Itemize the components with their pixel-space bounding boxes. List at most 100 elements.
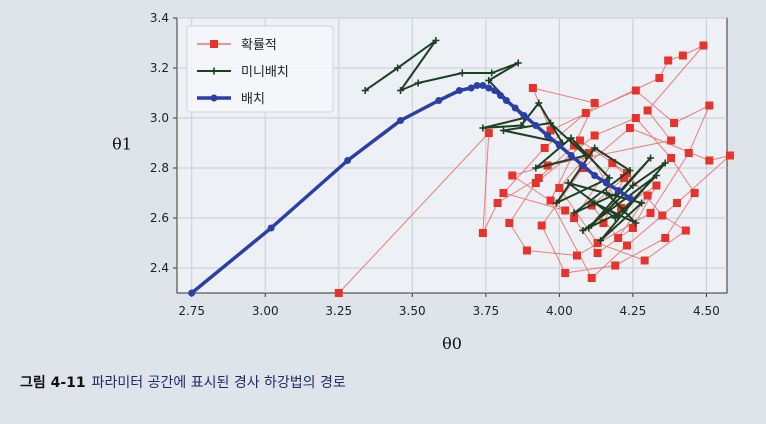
batch-point [555,142,563,149]
stochastic-point [690,189,699,197]
stochastic-point [508,171,517,180]
minibatch-point [479,124,487,132]
batch-point [455,87,463,94]
stochastic-point [590,131,599,140]
stochastic-point [673,199,681,207]
stochastic-point [658,211,667,220]
minibatch-point [488,69,496,77]
x-tick-label: 3.00 [252,304,279,318]
stochastic-point [593,239,602,247]
stochastic-series [334,41,734,297]
minibatch-point [602,189,610,197]
stochastic-point [523,246,531,255]
stochastic-point [493,199,502,207]
batch-point [511,104,519,112]
minibatch-point [579,227,587,234]
stochastic-point [611,261,620,270]
minibatch-point [614,212,622,219]
batch-point [579,162,587,169]
stochastic-point [631,114,640,122]
y-tick-label: 2.8 [150,161,169,175]
batch-point [591,172,599,179]
stochastic-point [664,56,673,65]
stochastic-point [705,101,714,110]
minibatch-point [552,199,560,207]
minibatch-point [458,69,466,77]
stochastic-point [646,209,655,217]
batch-point [614,187,622,194]
stochastic-point [546,126,555,135]
batch-point [567,152,575,159]
batch-point [520,112,528,119]
minibatch-point [514,59,522,67]
batch-point [467,84,475,92]
stochastic-point [531,179,540,187]
legend-label: 미니배치 [241,65,289,80]
stochastic-point [631,86,640,95]
x-tick-label: 4.50 [693,304,720,318]
stochastic-point [581,109,590,117]
stochastic-point [570,214,579,222]
batch-point [473,82,481,89]
minibatch-point [585,224,593,232]
batch-point [602,179,610,187]
batch-point [485,84,493,92]
batch-point [267,224,275,232]
minibatch-point [397,87,405,94]
stochastic-point [623,241,631,250]
minibatch-point [567,134,575,142]
minibatch-point [661,159,669,167]
stochastic-point [573,251,581,260]
y-axis-label: θ1 [112,135,132,154]
minibatch-point [570,209,578,217]
stochastic-point [705,156,714,165]
batch-point [397,117,405,124]
y-tick-label: 2.4 [150,261,169,275]
figure-caption-text: 파라미터 공간에 표시된 경사 하강법의 경로 [91,375,346,391]
stochastic-point [575,136,584,145]
legend-entry: 미니배치 [197,65,289,80]
stochastic-point [540,144,549,152]
minibatch-point [564,179,572,187]
batch-point [479,82,487,89]
minibatch-point [597,237,605,244]
batch-point [188,289,196,297]
batch-point [532,122,540,129]
x-tick-label: 3.25 [325,304,352,318]
minibatch-point [591,144,599,152]
minibatch-point [210,67,218,75]
minibatch-point [629,182,637,189]
batch-point [626,194,634,202]
stochastic-point [528,84,537,92]
minibatch-point [499,127,507,134]
legend-entry: 배치 [197,92,265,107]
figure-caption: 그림 4-11 파라미터 공간에 표시된 경사 하강법의 경로 [20,372,346,392]
stochastic-point [505,219,514,227]
stochastic-point [599,219,608,227]
stochastic-point [210,40,218,48]
minibatch-series-line [364,39,667,242]
y-tick-label: 3.2 [150,61,169,75]
legend-entry: 확률적 [197,38,277,53]
batch-point [344,157,352,164]
stochastic-point [625,124,634,132]
x-tick-label: 4.00 [546,304,573,318]
stochastic-point [670,119,679,127]
legend-label: 확률적 [241,38,277,53]
stochastic-point [678,51,687,60]
minibatch-point [605,174,613,182]
stochastic-point [484,129,493,137]
minibatch-point [394,64,402,72]
minibatch-point [432,37,440,44]
batch-point [497,92,505,99]
stochastic-point [640,256,649,265]
batch-point [435,97,443,104]
stochastic-point [661,234,670,242]
minibatch-point [532,164,540,172]
y-ticks: 2.4 2.6 2.8 3.0 3.2 3.4 [150,11,177,275]
x-tick-label: 3.75 [472,304,499,318]
minibatch-point [647,154,655,162]
stochastic-point [584,149,593,157]
stochastic-point [608,159,617,167]
stochastic-point [684,149,693,157]
